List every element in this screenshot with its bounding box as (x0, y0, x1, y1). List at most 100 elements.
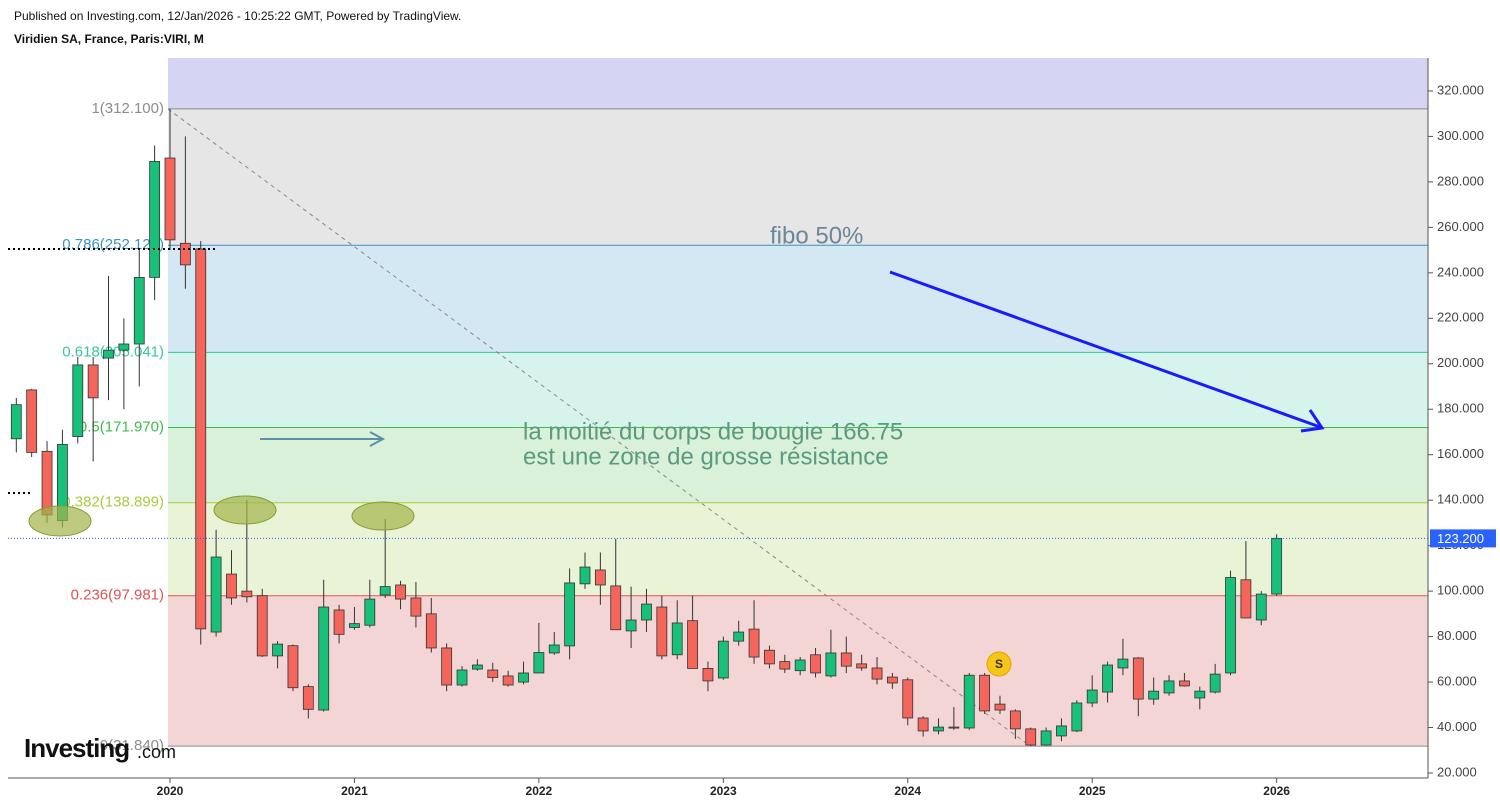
candle-body (871, 667, 883, 680)
x-tick-label: 2023 (710, 784, 737, 798)
candle-body (1148, 690, 1160, 700)
y-tick-label: 220.000 (1437, 310, 1484, 325)
fib-label: 1(312.100) (91, 100, 164, 117)
candle-body (748, 628, 760, 658)
candle-body (1025, 728, 1037, 746)
candle-body (548, 644, 560, 654)
fib-label: 0.5(171.970) (79, 418, 164, 435)
candle-body (856, 663, 868, 669)
candle-body (671, 622, 683, 656)
candle-body (456, 669, 468, 686)
candle-body (1009, 710, 1021, 730)
candle-body (103, 349, 114, 359)
candle-body (118, 343, 130, 351)
y-tick-label: 320.000 (1437, 82, 1484, 97)
y-tick-label: 60.000 (1437, 673, 1477, 688)
annotation: est une zone de grosse résistance (523, 443, 889, 470)
candle-body (487, 669, 499, 678)
candle-body (133, 276, 145, 345)
candle-body (1225, 577, 1236, 674)
candle-body (625, 619, 637, 632)
y-tick-label: 160.000 (1437, 446, 1484, 461)
logo-brand: Investing (24, 733, 129, 763)
candle-body (902, 679, 914, 719)
x-tick-label: 2020 (157, 784, 184, 798)
candle-body (1194, 690, 1206, 699)
y-tick-label: 20.000 (1437, 764, 1477, 779)
y-tick-label: 240.000 (1437, 264, 1484, 279)
fib-label: 0(31.840) (100, 737, 164, 754)
candle-body (1163, 680, 1175, 694)
candle-body (226, 573, 237, 599)
x-tick-label: 2026 (1263, 784, 1290, 798)
fib-zones: 1(312.100)0.786(252.124)0.618(205.041)0.… (62, 58, 1428, 754)
fib-trendline (167, 108, 1031, 747)
candle-body (641, 603, 652, 621)
y-tick-label: 200.000 (1437, 355, 1484, 370)
candle-body (717, 640, 729, 679)
x-tick-label: 2022 (526, 784, 553, 798)
y-tick-label: 80.000 (1437, 628, 1477, 643)
candle-body (1071, 702, 1083, 732)
candle-body (302, 686, 314, 710)
candle-body (318, 606, 330, 711)
x-tick-label: 2025 (1079, 784, 1106, 798)
candle-body (379, 586, 391, 596)
arrow-head (1300, 409, 1325, 433)
candle-body (963, 674, 975, 729)
candle-body (1040, 730, 1052, 746)
y-tick-label: 280.000 (1437, 173, 1484, 188)
event-marker (986, 651, 1012, 677)
candle-body (1209, 673, 1221, 693)
candle-body (256, 595, 268, 657)
candle-body (1086, 689, 1098, 704)
candle-body (395, 584, 406, 600)
candle-body (502, 675, 514, 686)
candle-body (994, 703, 1006, 711)
fib-label: 0.382(138.899) (62, 494, 164, 511)
candle-body (349, 623, 360, 628)
candle-body (1117, 658, 1129, 669)
plot: 20.00040.00060.00080.000100.000120.00014… (8, 58, 1496, 798)
x-tick-label: 2024 (894, 784, 921, 798)
y-tick-label: 40.000 (1437, 719, 1477, 734)
last-price-tag (1430, 529, 1496, 548)
last-price-label: 123.200 (1437, 531, 1484, 546)
fib-label: 0.236(97.981) (71, 587, 164, 604)
candle-body (425, 613, 437, 649)
candle-body (471, 664, 483, 670)
annotation: la moitié du corps de bougie 166.75 (523, 418, 903, 445)
candle-body (933, 726, 944, 732)
chart-title: Viridien SA, France, Paris:VIRI, M (14, 32, 204, 46)
candle-body (41, 450, 53, 516)
arrow (889, 270, 1321, 429)
candle-body (210, 556, 222, 633)
candle-body (518, 672, 529, 683)
candle-body (179, 242, 191, 266)
candle-body (149, 161, 161, 278)
candle-body (886, 676, 898, 684)
candle-body (1132, 657, 1144, 700)
published-note: Published on Investing.com, 12/Jan/2026 … (14, 9, 461, 23)
candle-body (702, 668, 714, 682)
candle-body (364, 598, 376, 626)
candle-body (72, 364, 84, 437)
fib-zone (168, 352, 1428, 428)
candle-body (287, 645, 299, 689)
candle-body (441, 647, 453, 686)
candle-body (948, 726, 960, 729)
candle-body (533, 652, 545, 674)
candle-body (1102, 664, 1113, 693)
candle-body (687, 620, 698, 669)
candle-body (26, 389, 38, 453)
candle-body (195, 248, 207, 630)
arrow-head (369, 431, 386, 447)
candle-body (764, 649, 775, 665)
candle-body (1056, 725, 1067, 737)
candle-body (733, 631, 745, 642)
y-tick-label: 100.000 (1437, 583, 1484, 598)
candle-body (272, 643, 283, 657)
candle-body (610, 585, 622, 631)
annotation: fibo 50% (770, 222, 863, 249)
